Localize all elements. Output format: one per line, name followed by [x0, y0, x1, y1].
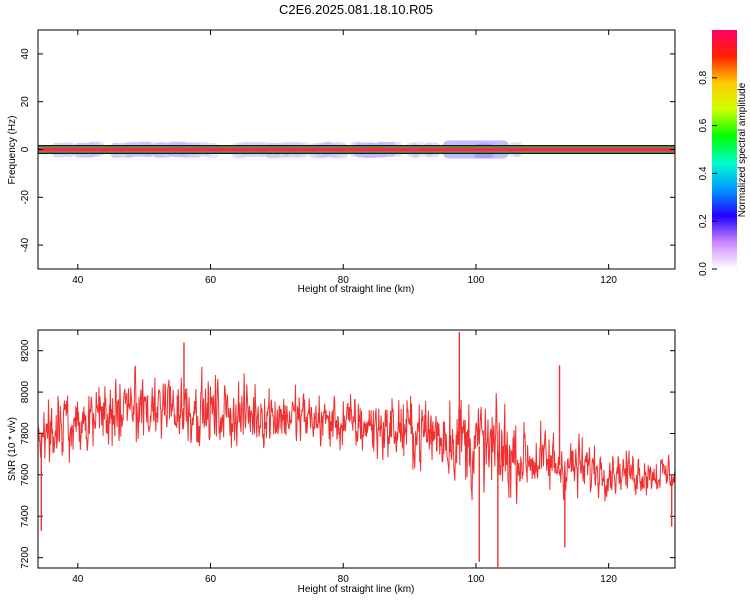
spectrogram-x-label: Height of straight line (km) [298, 284, 415, 295]
snr-x-label: Height of straight line (km) [298, 584, 415, 595]
snr-x-tick-label: 120 [600, 574, 617, 585]
snr-y-tick-label: 7600 [20, 463, 31, 486]
snr-x-tick-label: 100 [468, 574, 485, 585]
spectrogram-x-ticks: 40 60 80 100 120 [72, 30, 617, 286]
spectrogram-image [38, 140, 675, 159]
colorbar-tick-label: 0.8 [698, 70, 709, 84]
snr-y-tick-label: 8200 [20, 339, 31, 362]
spectrogram-x-tick-label: 100 [468, 275, 485, 286]
snr-y-tick-label: 7400 [20, 505, 31, 528]
figure-title: C2E6.2025.081.18.10.R05 [279, 2, 433, 17]
colorbar-ticks: 0.0 0.2 0.4 0.6 0.8 [698, 70, 717, 276]
spectrogram-y-tick-label: 40 [20, 48, 31, 60]
spectrogram-x-tick-label: 60 [205, 275, 217, 286]
spectrogram-y-ticks: -40 -20 0 20 40 [20, 48, 675, 252]
spectrogram-frame [37, 29, 676, 270]
spectrogram-y-tick-label: -20 [20, 190, 31, 205]
snr-y-tick-label: 7200 [20, 546, 31, 569]
colorbar-label: Normalized spectral amplitude [737, 82, 748, 217]
colorbar-tick-label: 0.4 [698, 166, 709, 180]
snr-x-tick-label: 80 [338, 574, 350, 585]
spectrogram-y-label: Frequency (Hz) [7, 116, 18, 185]
spectrogram-y-tick-label: 0 [20, 146, 31, 152]
spectrogram-band-core [38, 148, 675, 151]
colorbar: 0.0 0.2 0.4 0.6 0.8 Normalized spectral ampl… [698, 30, 748, 276]
spectrogram-panel: 40 60 80 100 120 -40 -20 0 20 40 Height of strai… [7, 29, 676, 295]
snr-y-ticks: 7200 7400 7600 7800 8000 8200 [20, 339, 675, 569]
spectrogram-y-tick-label: 20 [20, 96, 31, 108]
snr-x-tick-label: 40 [72, 574, 84, 585]
snr-y-label: SNR (10 * v/v) [7, 417, 18, 481]
snr-frame [37, 329, 676, 569]
snr-y-tick-label: 7800 [20, 422, 31, 445]
snr-panel: 40 60 80 100 120 7200 7400 7600 7800 8000 8200 He… [7, 329, 676, 595]
spectrogram-y-tick-label: -40 [20, 237, 31, 252]
snr-y-tick-label: 8000 [20, 381, 31, 404]
snr-x-tick-label: 60 [205, 574, 217, 585]
colorbar-tick-label: 0.2 [698, 214, 709, 228]
colorbar-tick-label: 0.6 [698, 118, 709, 132]
colorbar-tick-label: 0.0 [698, 262, 709, 276]
colorbar-gradient [712, 30, 737, 269]
spectrogram-x-tick-label: 80 [338, 275, 350, 286]
spectrogram-x-tick-label: 40 [72, 275, 84, 286]
snr-series-line [38, 365, 675, 504]
snr-x-ticks: 40 60 80 100 120 [72, 330, 617, 585]
spectrogram-x-tick-label: 120 [600, 275, 617, 286]
